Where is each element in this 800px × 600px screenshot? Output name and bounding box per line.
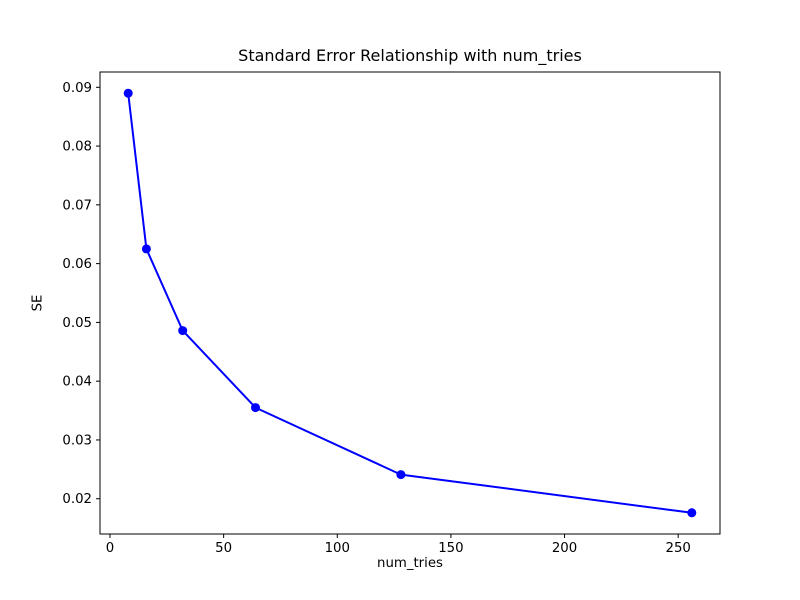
x-tick-label: 150 [438, 541, 463, 556]
y-axis-label: SE [30, 294, 46, 312]
data-point-marker [123, 88, 133, 98]
y-tick-label: 0.02 [62, 492, 92, 507]
series-line [127, 92, 693, 514]
y-tick-label: 0.05 [62, 316, 92, 331]
y-tick-label: 0.07 [62, 198, 92, 213]
data-point-marker [396, 470, 406, 480]
axes-spines [99, 71, 721, 535]
y-tick-label: 0.03 [62, 433, 92, 448]
y-tick-label: 0.09 [62, 81, 92, 96]
x-axis-label: num_tries [377, 556, 443, 571]
x-tick-label: 0 [106, 541, 114, 556]
x-tick-label: 200 [552, 541, 577, 556]
y-tick-label: 0.04 [62, 375, 92, 390]
y-tick-label: 0.06 [62, 257, 92, 272]
x-tick-label: 50 [215, 541, 232, 556]
chart-title: Standard Error Relationship with num_tri… [238, 46, 582, 65]
y-tick-label: 0.08 [62, 140, 92, 155]
x-tick-label: 250 [665, 541, 690, 556]
data-point-marker [178, 326, 188, 336]
data-point-marker [687, 508, 697, 518]
x-tick-label: 100 [325, 541, 350, 556]
data-point-marker [251, 403, 260, 413]
data-point-marker [141, 244, 151, 254]
